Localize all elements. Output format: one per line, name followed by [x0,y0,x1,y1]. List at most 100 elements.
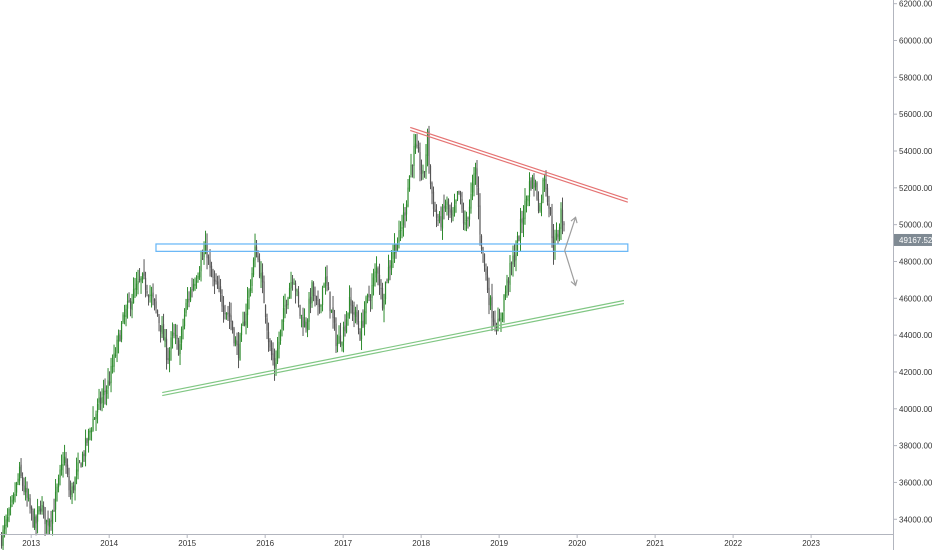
candle-body [515,252,517,261]
candle-body [180,329,183,343]
resistance-trendline[interactable] [410,129,629,203]
candle-body [503,295,505,312]
candle-body [45,519,48,523]
candle-body [494,320,496,327]
candle-body [107,380,109,389]
candle-body [36,510,39,522]
candle-body [375,267,378,274]
candle-body [509,263,511,285]
candle-body [305,322,307,329]
candle-body [24,487,27,493]
candle-body [488,287,490,305]
candle-body [291,282,294,284]
candle-body [225,313,228,316]
candle-body [431,182,433,194]
candle-body [54,491,57,510]
candle-body [480,235,483,250]
candle-body [90,430,93,433]
candle-body [332,307,334,319]
candle-body [200,260,202,272]
candle-body [383,299,385,310]
down-arrow-head [570,279,578,287]
candle-body [288,287,291,299]
candle-body [344,325,346,331]
candle-body [161,325,163,334]
candle-body [191,289,193,291]
candle-body [171,332,174,337]
candle-body [152,292,154,298]
candle-body [531,176,534,189]
candle-body [524,200,526,220]
candle-body [20,464,22,477]
y-tick-label: 52000.00 [899,184,932,193]
candle-body [438,215,441,221]
candle-body [218,287,220,289]
candle-body [116,339,118,354]
candle-body [485,268,487,276]
candle-body [513,254,516,262]
candle-body [137,280,139,285]
candle-body [546,187,549,203]
candle-body [182,325,184,330]
candle-body [188,298,190,300]
candle-body [233,328,235,344]
candle-body [113,353,115,367]
candle-body [48,521,51,527]
y-tick-label: 54000.00 [899,147,932,156]
x-tick-label: 2022 [724,539,742,548]
candle-body [282,308,285,322]
candle-body [507,280,510,284]
resistance-trendline[interactable] [410,126,629,200]
candle-body [143,271,145,276]
candle-body [267,331,270,343]
candle-body [287,297,289,306]
candle-body [558,227,561,239]
down-arrow[interactable] [564,250,577,286]
candle-body [498,318,501,322]
candle-body [560,208,562,229]
candle-body [209,259,211,268]
candle-body [258,258,261,277]
y-tick-label: 40000.00 [899,405,932,414]
candle-body [158,316,160,324]
candle-body [207,257,210,259]
candle-body [489,297,492,306]
candle-body [230,315,232,322]
candle-body [356,311,358,322]
candle-body [309,296,312,304]
candle-body [365,297,367,314]
candle-body [177,340,180,356]
candle-body [66,464,69,475]
candle-body [269,340,271,348]
up-arrow[interactable] [564,217,577,251]
candle-body [390,260,393,270]
candle-body [285,304,288,306]
candle-body [519,219,522,240]
candle-body [443,205,445,209]
candle-body [3,524,6,530]
candle-body [297,291,300,304]
candle-body [468,206,471,220]
candle-body [62,464,64,466]
candle-body [222,306,225,312]
support-trendline[interactable] [162,302,625,397]
candle-body [44,507,46,525]
support-trendline[interactable] [162,299,625,394]
candle-body [458,190,460,194]
candle-body [345,319,348,333]
candle-body [87,430,90,441]
candle-body [410,164,412,175]
candle-body [74,477,76,491]
candle-body [98,397,100,403]
candle-body [69,490,72,495]
labels-group: 34000.00 36000.00 38000.00 40000.00 42000.00… [22,0,932,548]
y-tick-label: 48000.00 [899,257,932,266]
candle-body [357,320,360,330]
candle-body [251,272,253,286]
candle-body [392,252,394,259]
candle-body [329,291,331,312]
candle-body [537,198,540,212]
horizontal-zone[interactable] [155,243,629,252]
